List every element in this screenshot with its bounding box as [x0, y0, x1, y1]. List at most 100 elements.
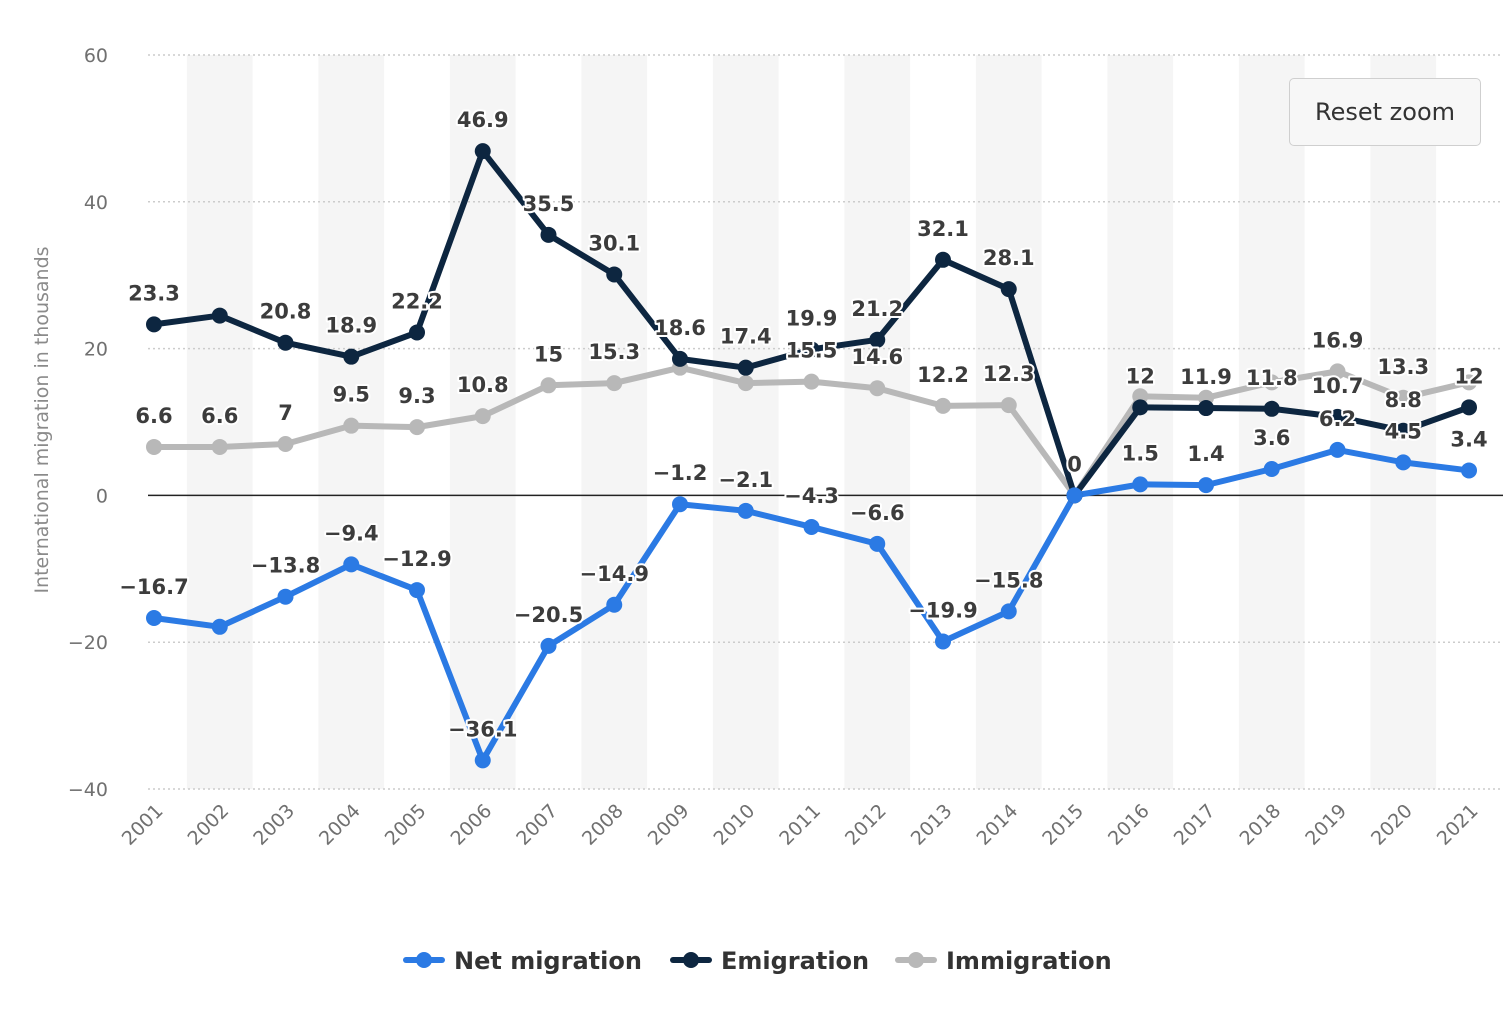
data-point-net-migration[interactable] [474, 752, 491, 769]
data-point-emigration[interactable] [1132, 399, 1149, 416]
x-tick-label: 2019 [1301, 800, 1351, 850]
data-point-emigration[interactable] [409, 324, 425, 341]
legend-item-emigration[interactable]: Emigration [670, 947, 869, 975]
data-point-net-migration[interactable] [803, 518, 820, 535]
band-2012 [844, 55, 911, 789]
data-point-emigration[interactable] [1263, 400, 1280, 417]
data-label: −20.5 [514, 603, 583, 627]
data-point-immigration[interactable] [737, 375, 754, 392]
data-point-emigration[interactable] [737, 359, 754, 376]
data-point-net-migration[interactable] [1461, 462, 1477, 479]
data-label: −1.2 [653, 461, 708, 485]
data-label: 16.9 [1312, 328, 1364, 352]
data-point-net-migration[interactable] [1329, 441, 1346, 458]
data-label: 4.5 [1385, 419, 1422, 443]
data-point-immigration[interactable] [1263, 374, 1280, 391]
data-label: −4.3 [784, 484, 839, 508]
data-point-net-migration[interactable] [1000, 603, 1017, 620]
y-tick-label: 20 [84, 339, 108, 361]
data-label: −19.9 [908, 598, 977, 622]
data-point-emigration[interactable] [935, 251, 951, 268]
data-point-immigration[interactable] [1329, 363, 1346, 380]
data-point-immigration[interactable] [935, 397, 951, 414]
band-2016 [1107, 55, 1174, 789]
y-axis-label: International migration in thousands [31, 246, 53, 593]
data-point-emigration[interactable] [672, 350, 688, 367]
data-point-emigration[interactable] [540, 226, 557, 243]
data-label: 15.5 [786, 339, 838, 363]
data-point-emigration[interactable] [1329, 408, 1346, 425]
data-point-net-migration[interactable] [869, 535, 886, 552]
data-point-immigration[interactable] [540, 377, 557, 394]
data-label: −36.1 [448, 717, 517, 741]
data-label: −6.6 [850, 501, 905, 525]
data-point-net-migration[interactable] [409, 582, 425, 599]
data-label: 12 [1454, 364, 1483, 388]
data-point-emigration[interactable] [1000, 281, 1017, 298]
data-label: 28.1 [983, 246, 1035, 270]
data-point-net-migration[interactable] [606, 596, 623, 613]
data-point-emigration[interactable] [146, 316, 162, 333]
data-point-emigration[interactable] [343, 348, 360, 365]
band-2014 [975, 55, 1042, 789]
data-point-net-migration[interactable] [1395, 454, 1412, 471]
data-point-emigration[interactable] [474, 143, 491, 160]
data-point-net-migration[interactable] [672, 496, 688, 513]
data-label: 10.7 [1312, 374, 1364, 398]
data-point-emigration[interactable] [1395, 422, 1412, 439]
data-label: 9.5 [333, 383, 370, 407]
x-axis-ticks: 2001 2002 2003 2004 2005 2006 2007 2008 2009 2010… [118, 800, 1483, 850]
data-point-immigration[interactable] [474, 408, 491, 425]
data-point-net-migration[interactable] [277, 588, 294, 605]
data-point-emigration[interactable] [277, 334, 294, 351]
data-point-immigration[interactable] [343, 417, 360, 434]
data-point-immigration[interactable] [606, 375, 623, 392]
data-point-immigration[interactable] [1461, 374, 1477, 391]
data-point-immigration[interactable] [277, 436, 294, 453]
data-point-immigration[interactable] [803, 373, 820, 390]
data-point-emigration[interactable] [211, 307, 228, 324]
data-point-net-migration[interactable] [343, 556, 360, 573]
y-tick-label: −20 [68, 632, 108, 654]
data-point-net-migration[interactable] [146, 609, 162, 626]
legend-label: Immigration [946, 947, 1112, 975]
data-point-immigration[interactable] [869, 380, 886, 397]
data-point-immigration[interactable] [409, 419, 425, 436]
data-label: 0 [1067, 452, 1082, 476]
data-point-emigration[interactable] [869, 331, 886, 348]
data-point-immigration[interactable] [1395, 389, 1412, 406]
data-label: 11.9 [1180, 365, 1232, 389]
data-label: 6.6 [135, 404, 172, 428]
data-point-emigration[interactable] [1198, 400, 1214, 417]
x-tick-label: 2020 [1367, 800, 1417, 850]
data-label: 18.6 [654, 316, 706, 340]
data-point-net-migration[interactable] [1066, 487, 1083, 504]
data-point-net-migration[interactable] [211, 618, 228, 635]
data-label: 12.2 [917, 363, 969, 387]
data-point-net-migration[interactable] [540, 637, 557, 654]
data-label: 12 [1126, 364, 1155, 388]
data-point-net-migration[interactable] [1132, 476, 1149, 493]
reset-zoom-button[interactable]: Reset zoom [1289, 78, 1481, 146]
data-point-net-migration[interactable] [935, 633, 951, 650]
x-tick-label: 2015 [1038, 800, 1088, 850]
data-point-net-migration[interactable] [1198, 477, 1214, 494]
data-point-emigration[interactable] [803, 341, 820, 358]
data-point-immigration[interactable] [211, 438, 228, 455]
data-point-immigration[interactable] [1132, 388, 1149, 405]
data-point-immigration[interactable] [1000, 397, 1017, 414]
data-label: −15.8 [974, 568, 1043, 592]
band-2018 [1238, 55, 1305, 789]
data-point-immigration[interactable] [146, 438, 162, 455]
data-point-emigration[interactable] [1461, 399, 1477, 416]
data-point-net-migration[interactable] [1263, 460, 1280, 477]
legend-item-net-migration[interactable]: Net migration [403, 947, 642, 975]
alternating-bands [186, 55, 1437, 789]
data-label: 7 [278, 401, 293, 425]
data-point-net-migration[interactable] [737, 502, 754, 519]
data-point-emigration[interactable] [606, 266, 623, 283]
legend-item-immigration[interactable]: Immigration [895, 947, 1112, 975]
x-tick-label: 2013 [907, 800, 957, 850]
legend-label: Net migration [454, 947, 642, 975]
x-tick-label: 2008 [578, 800, 628, 850]
